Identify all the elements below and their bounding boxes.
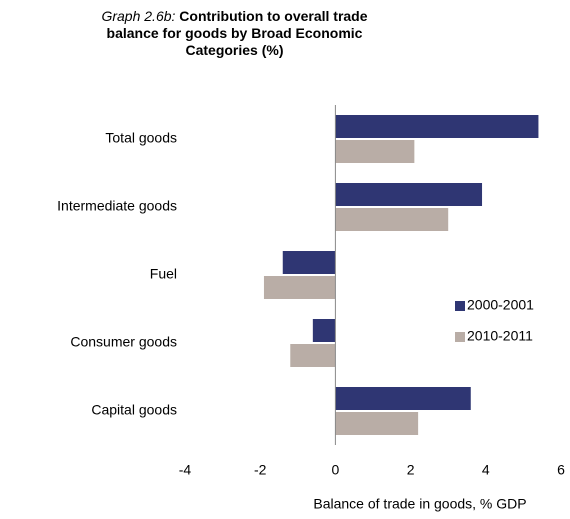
title-text: Contribution to overall trade balance fo… xyxy=(106,8,368,58)
x-tick-label: -4 xyxy=(179,462,192,478)
category-label: Intermediate goods xyxy=(57,198,177,214)
x-tick-label: 0 xyxy=(332,462,340,478)
bar xyxy=(335,115,539,138)
category-label: Consumer goods xyxy=(70,334,177,350)
bar xyxy=(312,319,336,342)
bar xyxy=(290,344,336,367)
category-label: Total goods xyxy=(105,130,177,146)
title-prefix: Graph 2.6b: xyxy=(101,8,176,24)
x-tick-label: 2 xyxy=(407,462,415,478)
legend-label: 2010-2011 xyxy=(467,328,533,344)
bar xyxy=(335,208,449,231)
bar xyxy=(335,183,483,206)
bar xyxy=(335,387,471,410)
x-tick-label: 4 xyxy=(482,462,490,478)
legend-swatch xyxy=(455,301,465,311)
bar xyxy=(335,140,415,163)
bar xyxy=(335,412,419,435)
category-label: Fuel xyxy=(150,266,177,282)
legend-swatch xyxy=(455,332,465,342)
bar xyxy=(263,276,336,299)
x-tick-label: -2 xyxy=(254,462,267,478)
x-tick-label: 6 xyxy=(557,462,565,478)
category-label: Capital goods xyxy=(91,402,177,418)
x-axis-label: Balance of trade in goods, % GDP xyxy=(313,496,526,512)
legend-label: 2000-2001 xyxy=(467,297,534,313)
chart-title: Graph 2.6b: Contribution to overall trad… xyxy=(92,8,377,59)
bar xyxy=(282,251,336,274)
